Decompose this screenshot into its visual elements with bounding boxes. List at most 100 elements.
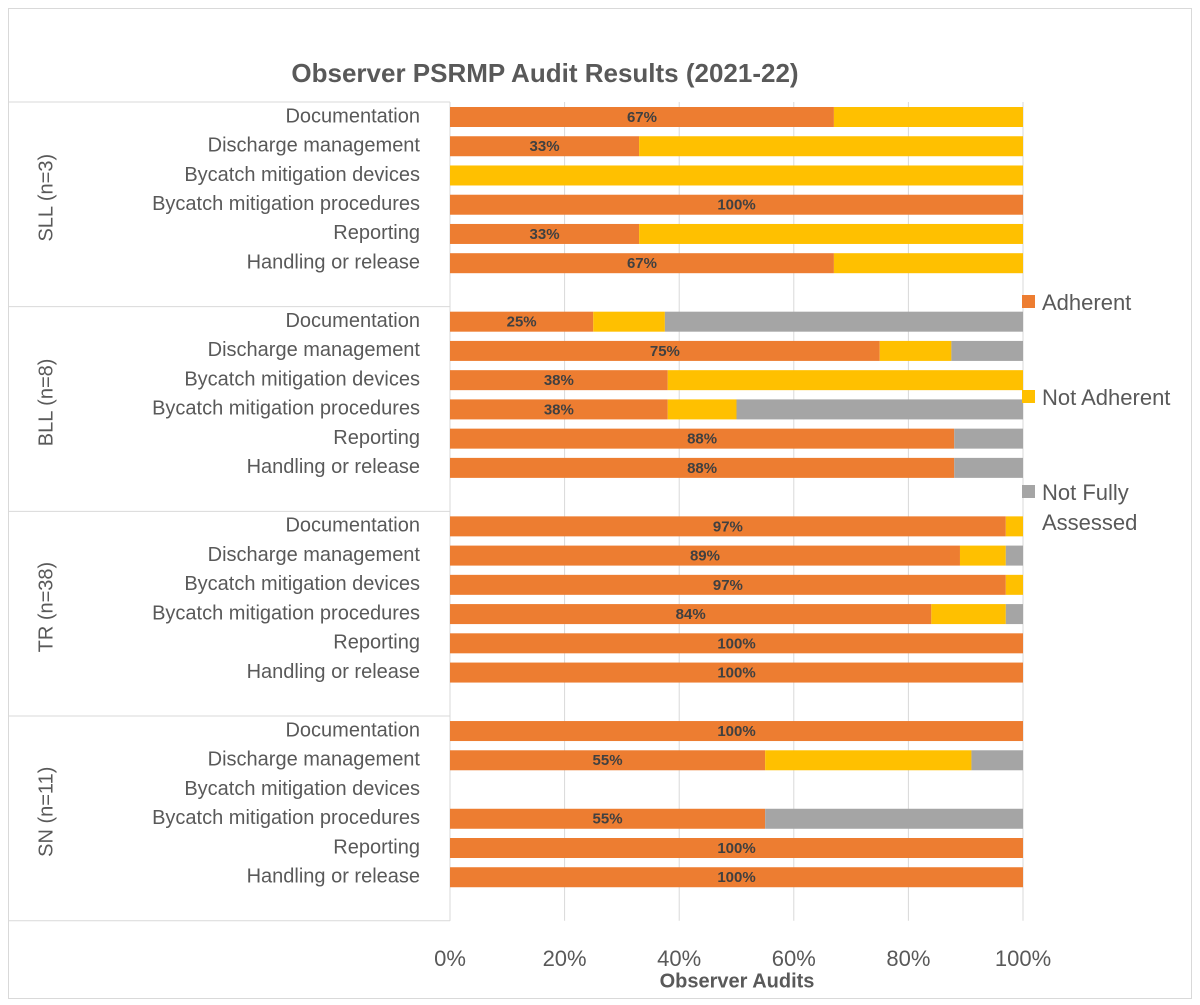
- category-label: Handling or release: [247, 456, 420, 478]
- legend-label: Adherent: [1042, 290, 1132, 315]
- category-label: Discharge management: [208, 749, 421, 771]
- data-label: 75%: [650, 343, 680, 360]
- x-axis-title: Observer Audits: [660, 970, 815, 992]
- data-label: 100%: [717, 869, 755, 886]
- bar-segment: [593, 311, 665, 332]
- data-label: 67%: [627, 255, 657, 272]
- category-label: Discharge management: [208, 135, 421, 157]
- data-label: 33%: [530, 226, 560, 243]
- bar-segment: [450, 311, 594, 332]
- bar-segment: [450, 516, 1006, 537]
- category-label: Bycatch mitigation devices: [184, 368, 420, 390]
- bar-segment: [450, 574, 1006, 595]
- bar-segment: [450, 253, 834, 274]
- category-label: Discharge management: [208, 544, 421, 566]
- chart-title: Observer PSRMP Audit Results (2021-22): [291, 58, 798, 88]
- data-label: 100%: [717, 665, 755, 682]
- category-label: Documentation: [285, 719, 420, 741]
- category-label: Reporting: [333, 427, 420, 449]
- bar-segment: [1005, 516, 1023, 537]
- x-tick-label: 20%: [543, 946, 587, 971]
- bar-segment: [879, 340, 952, 361]
- category-label: Bycatch mitigation devices: [184, 573, 420, 595]
- category-label: Bycatch mitigation procedures: [152, 398, 420, 420]
- category-label: Discharge management: [208, 339, 421, 361]
- group-label: BLL (n=8): [35, 359, 57, 447]
- data-label: 55%: [593, 752, 623, 769]
- bar-segment: [1005, 574, 1023, 595]
- data-label: 25%: [507, 314, 537, 331]
- x-tick-label: 80%: [886, 946, 930, 971]
- data-label: 100%: [717, 635, 755, 652]
- legend-item: Adherent: [1022, 288, 1192, 318]
- data-label: 100%: [717, 723, 755, 740]
- data-label: 100%: [717, 840, 755, 857]
- bar-segment: [959, 545, 1006, 566]
- bar-segment: [1005, 604, 1023, 625]
- bar-segment: [450, 165, 1023, 186]
- category-label: Documentation: [285, 105, 420, 127]
- category-label: Documentation: [285, 515, 420, 537]
- bar-segment: [971, 750, 1023, 771]
- data-label: 38%: [544, 401, 574, 418]
- category-label: Handling or release: [247, 661, 420, 683]
- bar-segment: [450, 457, 955, 478]
- bar-segment: [833, 107, 1023, 127]
- category-label: Reporting: [333, 836, 420, 858]
- bar-segment: [736, 399, 1023, 420]
- data-label: 55%: [593, 811, 623, 828]
- category-label: Bycatch mitigation devices: [184, 778, 420, 800]
- bar-segment: [450, 340, 880, 361]
- legend-swatch: [1022, 295, 1035, 308]
- legend-swatch: [1022, 390, 1035, 403]
- x-tick-label: 60%: [772, 946, 816, 971]
- bar-segment: [450, 428, 955, 449]
- data-label: 33%: [530, 138, 560, 155]
- group-label: SLL (n=3): [35, 154, 57, 242]
- legend-swatch: [1022, 485, 1035, 498]
- category-label: Reporting: [333, 632, 420, 654]
- legend-label: Not Fully Assessed: [1042, 480, 1138, 535]
- bar-segment: [450, 750, 766, 771]
- group-label: TR (n=38): [35, 562, 57, 653]
- data-label: 97%: [713, 518, 743, 535]
- data-label: 84%: [676, 606, 706, 623]
- bar-segment: [450, 867, 1023, 888]
- bar-segment: [450, 808, 766, 829]
- bar-segment: [833, 253, 1023, 274]
- data-label: 88%: [687, 460, 717, 477]
- bar-segment: [954, 428, 1023, 449]
- bar-segment: [951, 340, 1023, 361]
- x-tick-label: 0%: [434, 946, 466, 971]
- bar-segment: [450, 194, 1023, 215]
- group-label: SN (n=11): [35, 767, 57, 857]
- legend-item: Not Fully Assessed: [1022, 478, 1192, 538]
- data-label: 67%: [627, 109, 657, 126]
- data-label: 97%: [713, 577, 743, 594]
- category-label: Handling or release: [247, 866, 420, 888]
- bar-segment: [450, 136, 640, 157]
- bar-segment: [450, 107, 834, 127]
- bar-segment: [765, 808, 1023, 829]
- bar-segment: [450, 838, 1023, 858]
- data-label: 88%: [687, 431, 717, 448]
- bar-segment: [931, 604, 1006, 625]
- bar-segment: [1005, 545, 1023, 566]
- bar-segment: [639, 136, 1023, 157]
- legend-label: Not Adherent: [1042, 385, 1171, 410]
- data-label: 100%: [717, 197, 755, 214]
- category-label: Handling or release: [247, 251, 420, 273]
- legend-item: Not Adherent: [1022, 383, 1192, 413]
- data-label: 38%: [544, 372, 574, 389]
- bar-segment: [765, 750, 972, 771]
- bar-segment: [667, 370, 1023, 391]
- bar-segment: [450, 223, 640, 244]
- bar-segment: [450, 370, 668, 391]
- bar-segment: [450, 604, 932, 625]
- bar-segment: [450, 662, 1023, 683]
- bar-segment: [450, 399, 668, 420]
- x-tick-label: 40%: [657, 946, 701, 971]
- bar-segment: [450, 633, 1023, 654]
